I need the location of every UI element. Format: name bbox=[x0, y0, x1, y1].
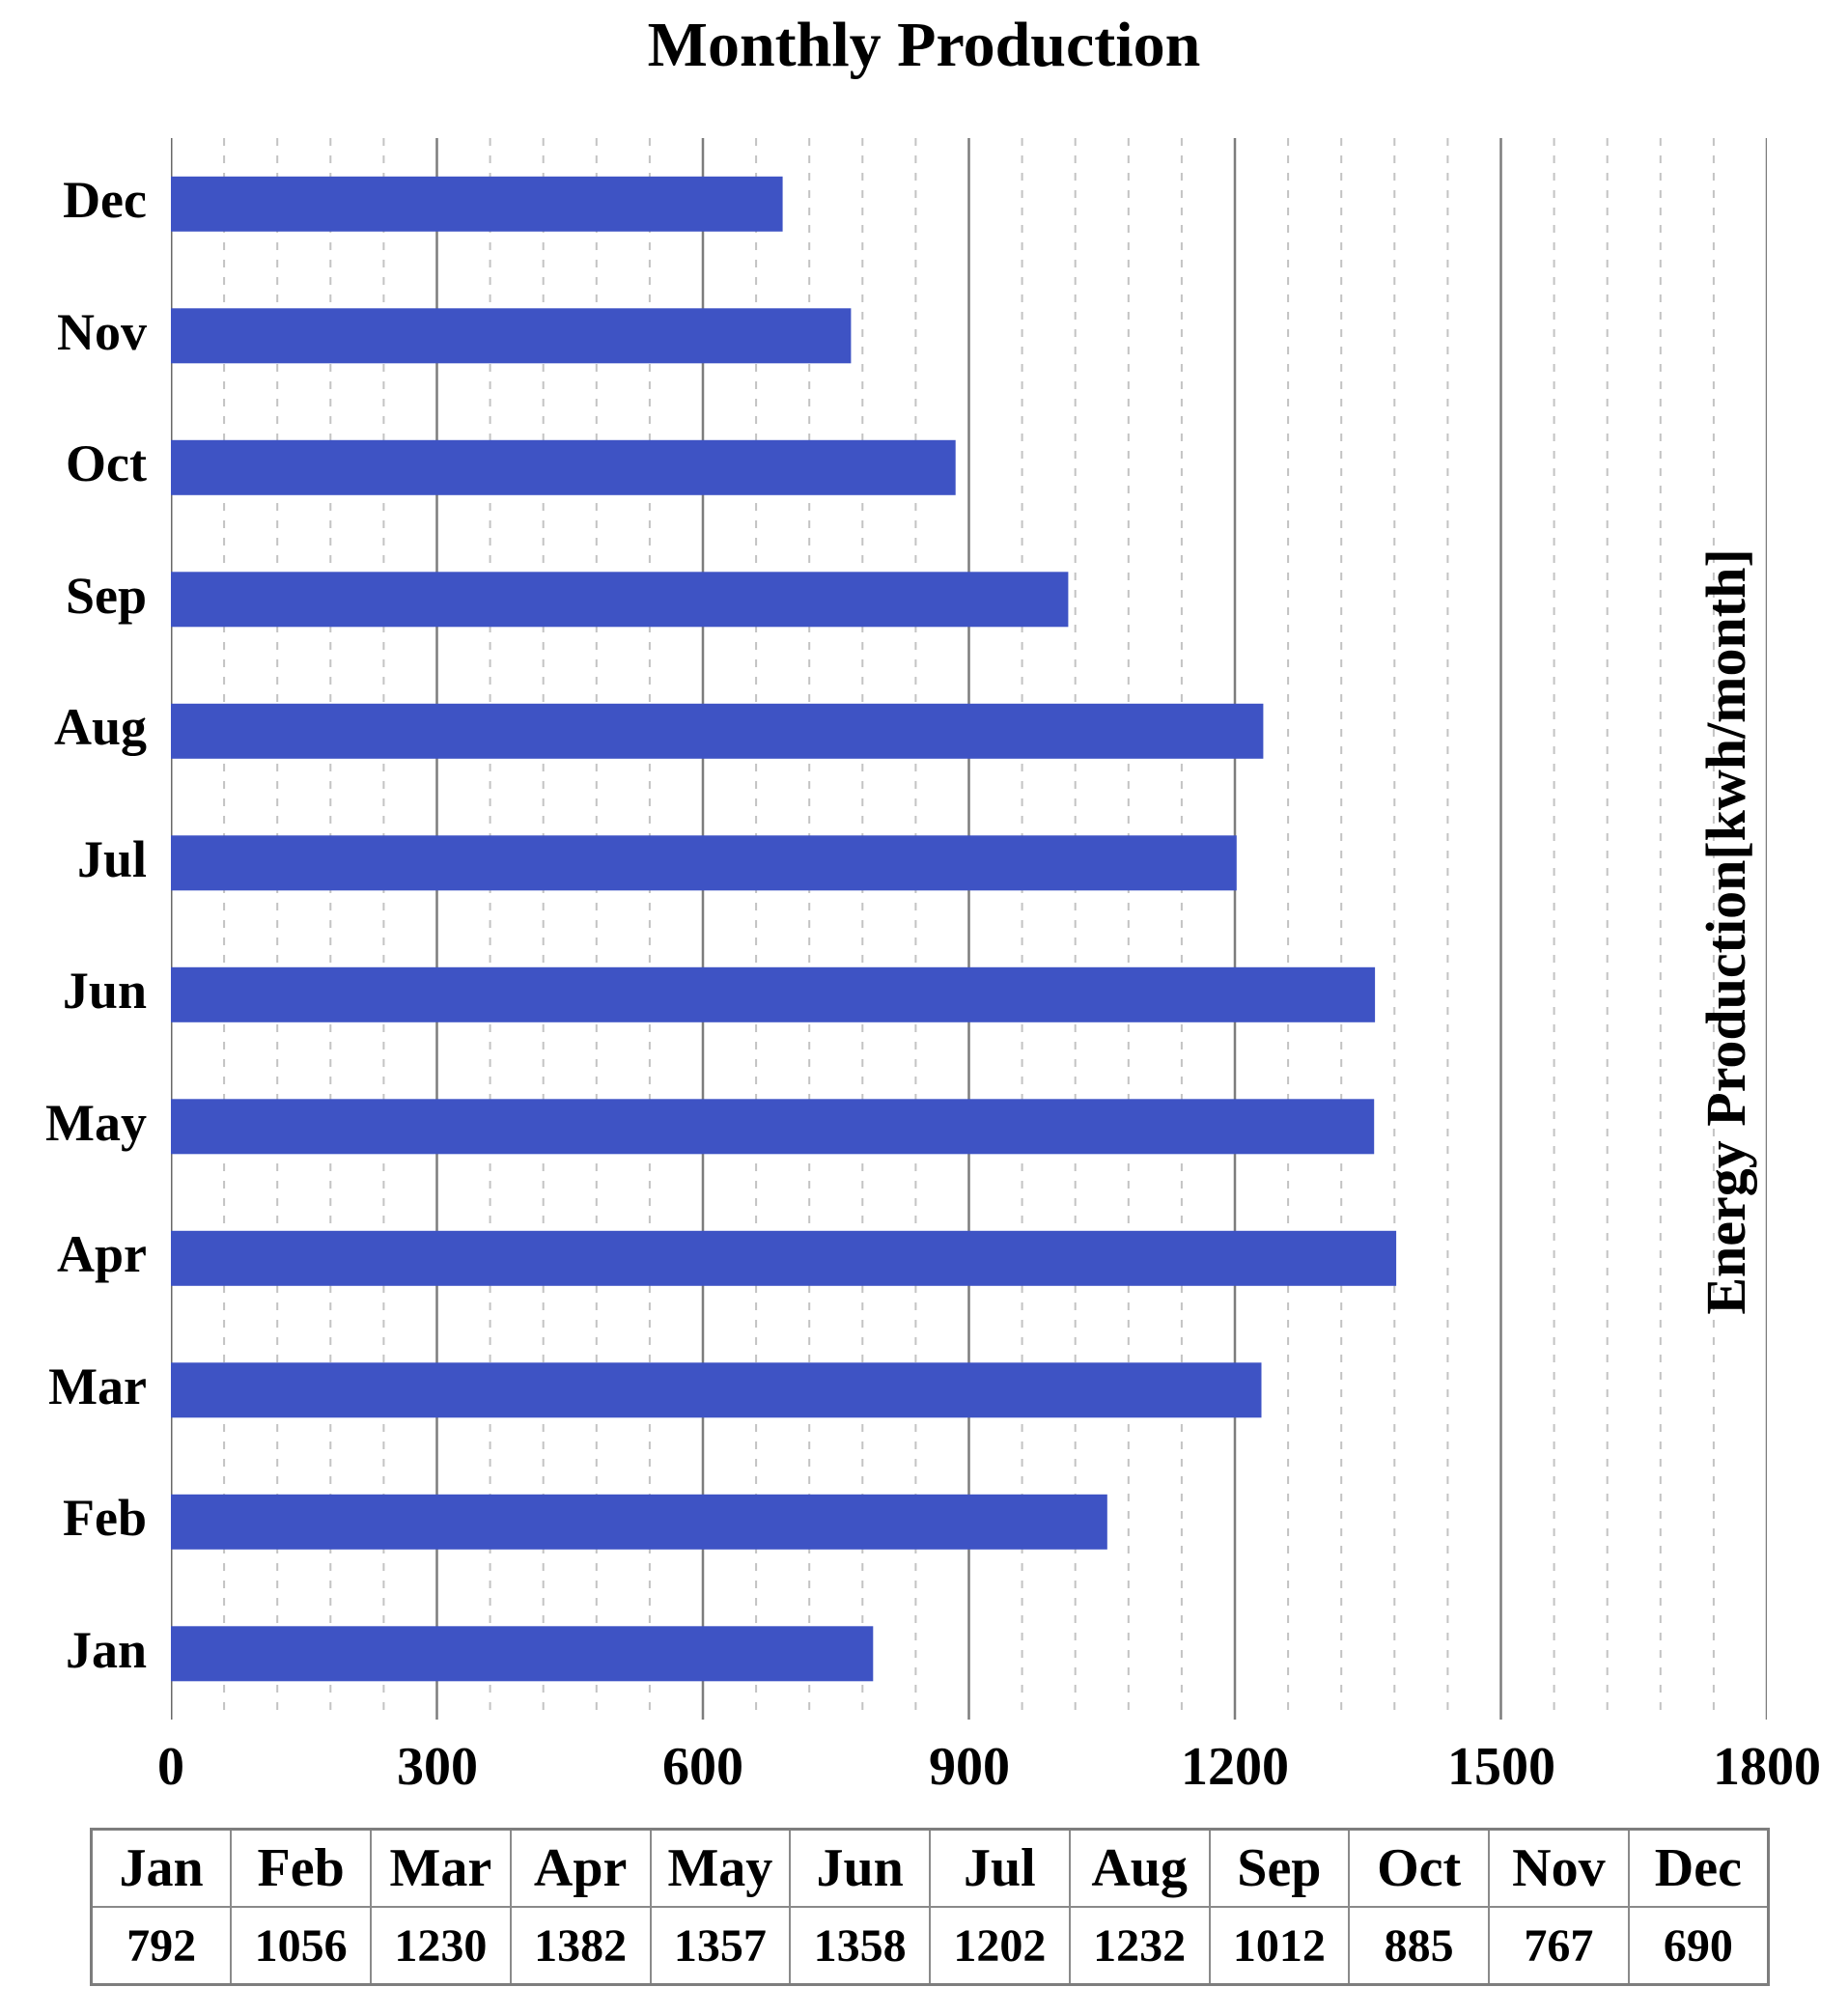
table-value-jul: 1202 bbox=[929, 1906, 1071, 1986]
table-value-oct: 885 bbox=[1348, 1906, 1490, 1986]
month-label-dec: Dec bbox=[63, 171, 147, 229]
table-value-jan: 792 bbox=[90, 1906, 233, 1986]
table-value-jun: 1358 bbox=[789, 1906, 931, 1986]
table-value-sep: 1012 bbox=[1208, 1906, 1351, 1986]
table-value-may: 1357 bbox=[649, 1906, 792, 1986]
bar-jun bbox=[171, 966, 1376, 1022]
month-label-jan: Jan bbox=[65, 1621, 147, 1679]
bar-dec bbox=[171, 176, 783, 232]
month-label-aug: Aug bbox=[53, 698, 147, 756]
table-header-row: Jan Feb Mar Apr May Jun Jul Aug Sep Oct Nov Dec bbox=[90, 1828, 1770, 1908]
table-header-dec: Dec bbox=[1627, 1828, 1770, 1908]
data-table: Jan Feb Mar Apr May Jun Jul Aug Sep Oct Nov Dec 792 1… bbox=[90, 1828, 1770, 1986]
bar-oct bbox=[171, 439, 956, 495]
table-header-jul: Jul bbox=[929, 1828, 1071, 1908]
table-value-apr: 1382 bbox=[509, 1906, 652, 1986]
bar-nov bbox=[171, 308, 852, 364]
bar-may bbox=[171, 1099, 1375, 1155]
month-label-oct: Oct bbox=[66, 434, 147, 492]
table-header-sep: Sep bbox=[1208, 1828, 1351, 1908]
month-label-mar: Mar bbox=[48, 1357, 147, 1415]
x-tick-label-300: 300 bbox=[397, 1737, 478, 1797]
bar-mar bbox=[171, 1362, 1262, 1418]
table-header-nov: Nov bbox=[1488, 1828, 1630, 1908]
x-tick-label-1500: 1500 bbox=[1447, 1737, 1555, 1797]
table-value-mar: 1230 bbox=[370, 1906, 512, 1986]
table-header-jun: Jun bbox=[789, 1828, 931, 1908]
month-label-may: May bbox=[45, 1094, 147, 1152]
table-value-row: 792 1056 1230 1382 1357 1358 1202 1232 1012 885 76… bbox=[90, 1906, 1770, 1986]
month-label-jun: Jun bbox=[62, 962, 147, 1020]
bar-jan bbox=[171, 1626, 874, 1682]
x-tick-label-1800: 1800 bbox=[1713, 1737, 1821, 1797]
table-header-may: May bbox=[649, 1828, 792, 1908]
bar-aug bbox=[171, 703, 1264, 759]
x-tick-label-600: 600 bbox=[662, 1737, 743, 1797]
month-label-sep: Sep bbox=[65, 567, 147, 625]
x-tick-label-1200: 1200 bbox=[1181, 1737, 1289, 1797]
bar-jul bbox=[171, 835, 1237, 891]
plot-area bbox=[169, 138, 1769, 1720]
table-header-aug: Aug bbox=[1068, 1828, 1211, 1908]
bar-apr bbox=[171, 1230, 1397, 1286]
x-tick-label-900: 900 bbox=[929, 1737, 1010, 1797]
month-label-jul: Jul bbox=[76, 830, 147, 888]
table-value-nov: 767 bbox=[1488, 1906, 1630, 1986]
table-header-mar: Mar bbox=[370, 1828, 512, 1908]
bar-feb bbox=[171, 1494, 1107, 1550]
x-tick-label-0: 0 bbox=[157, 1737, 184, 1797]
value-axis-title: Energy Production[kwh/month] bbox=[1694, 548, 1757, 1315]
bar-sep bbox=[171, 572, 1069, 628]
table-value-dec: 690 bbox=[1627, 1906, 1770, 1986]
bar-chart-svg bbox=[169, 138, 1769, 1720]
table-header-jan: Jan bbox=[90, 1828, 233, 1908]
month-label-feb: Feb bbox=[63, 1489, 147, 1547]
month-label-apr: Apr bbox=[57, 1225, 147, 1283]
table-value-aug: 1232 bbox=[1068, 1906, 1211, 1986]
table-header-feb: Feb bbox=[230, 1828, 372, 1908]
table-header-oct: Oct bbox=[1348, 1828, 1490, 1908]
chart-title: Monthly Production bbox=[647, 10, 1201, 80]
table-header-apr: Apr bbox=[509, 1828, 652, 1908]
month-label-nov: Nov bbox=[57, 303, 147, 361]
table-value-feb: 1056 bbox=[230, 1906, 372, 1986]
